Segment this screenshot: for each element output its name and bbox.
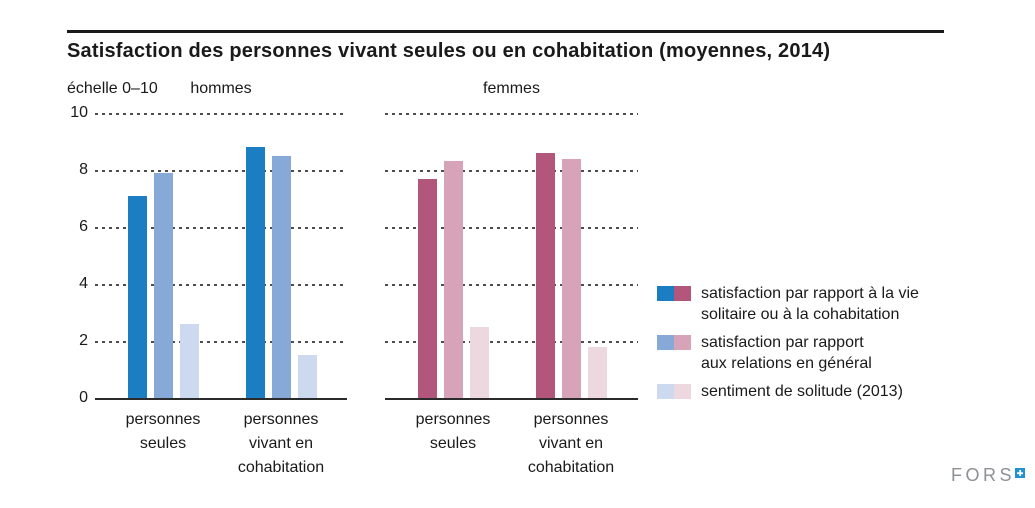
gridline xyxy=(385,284,638,286)
plot-panel-femmes: personnes seules personnes vivant en coha… xyxy=(385,113,638,476)
y-tick-label: 8 xyxy=(79,161,88,178)
legend-swatches xyxy=(657,384,691,399)
gridline xyxy=(385,227,638,229)
legend-swatch xyxy=(674,286,691,301)
fors-logo-mark-icon xyxy=(1015,462,1026,483)
category-label: personnes seules xyxy=(125,411,201,452)
bar xyxy=(272,155,291,398)
plot-panel-hommes: personnes seules personnes vivant en coha… xyxy=(95,113,347,476)
legend-swatch xyxy=(674,384,691,399)
legend-item: satisfaction par rapport à la vie solita… xyxy=(657,283,919,325)
bar xyxy=(298,355,317,398)
legend-swatch xyxy=(674,335,691,350)
y-tick-label: 6 xyxy=(79,218,88,235)
y-tick-label: 10 xyxy=(70,104,88,121)
legend-swatch xyxy=(657,384,674,399)
legend-swatch xyxy=(657,335,674,350)
title-rule xyxy=(67,30,944,33)
bar-group xyxy=(536,113,607,398)
gridline xyxy=(95,113,347,115)
gridline xyxy=(385,170,638,172)
bar xyxy=(128,195,147,398)
y-axis: 10 8 6 4 2 0 xyxy=(30,0,88,430)
category-label: personnes vivant en cohabitation xyxy=(527,411,615,476)
panel-header-hommes: hommes xyxy=(190,80,252,97)
bar-group xyxy=(128,113,199,398)
gridline xyxy=(95,341,347,343)
bar xyxy=(246,147,265,398)
bar xyxy=(588,346,607,398)
fors-logo: FORS xyxy=(951,462,1026,486)
legend-swatch xyxy=(657,286,674,301)
bar xyxy=(562,158,581,398)
legend-swatches xyxy=(657,335,691,350)
bar xyxy=(154,172,173,398)
gridline xyxy=(385,341,638,343)
legend: satisfaction par rapport à la vie solita… xyxy=(657,283,919,409)
legend-item: satisfaction par rapport aux relations e… xyxy=(657,332,919,374)
bar xyxy=(418,178,437,398)
legend-label: satisfaction par rapport à la vie solita… xyxy=(701,285,919,323)
bar xyxy=(470,326,489,398)
bar-group xyxy=(246,113,317,398)
panel-header-femmes: femmes xyxy=(483,80,540,97)
legend-label: satisfaction par rapport aux relations e… xyxy=(701,334,872,372)
y-tick-label: 2 xyxy=(79,332,88,349)
scale-label: échelle 0–10 xyxy=(67,80,158,97)
category-label: personnes seules xyxy=(415,411,491,452)
bar xyxy=(180,323,199,398)
y-tick-label: 4 xyxy=(79,275,88,292)
bar xyxy=(536,152,555,398)
category-label: personnes vivant en cohabitation xyxy=(237,411,325,476)
bar xyxy=(444,161,463,398)
y-tick-label: 0 xyxy=(79,389,88,406)
legend-swatches xyxy=(657,286,691,301)
legend-item: sentiment de solitude (2013) xyxy=(657,381,919,402)
gridline xyxy=(95,284,347,286)
gridline xyxy=(95,170,347,172)
gridline xyxy=(95,227,347,229)
chart-title: Satisfaction des personnes vivant seules… xyxy=(67,40,831,62)
fors-logo-text: FORS xyxy=(951,465,1016,485)
gridline xyxy=(385,113,638,115)
legend-label: sentiment de solitude (2013) xyxy=(701,383,903,400)
bar-group xyxy=(418,113,489,398)
